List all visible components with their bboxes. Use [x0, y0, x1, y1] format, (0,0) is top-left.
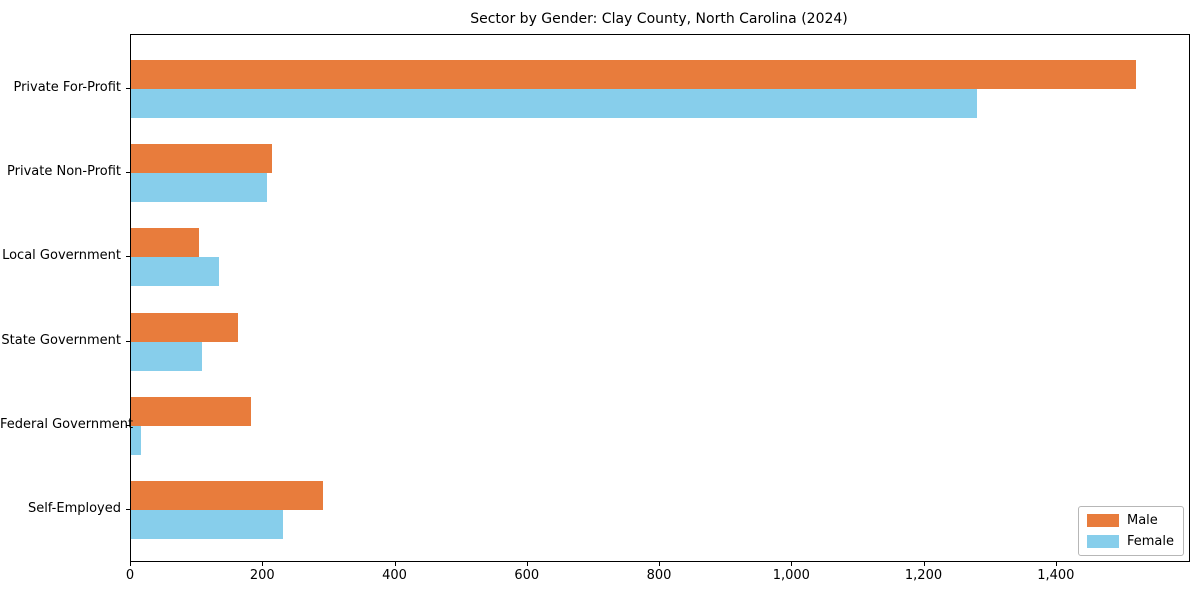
x-tick-200 [262, 562, 264, 566]
x-tick-1000 [791, 562, 793, 566]
x-tick-0 [130, 562, 131, 566]
bar-female-local-government [131, 257, 219, 287]
x-axis-label-200: 200 [249, 568, 275, 583]
y-tick-self-employed [126, 509, 130, 510]
bar-male-self-employed [131, 481, 323, 510]
bar-male-local-government [131, 228, 200, 258]
y-axis-label-private-non-profit: Private Non-Profit [7, 164, 121, 180]
bar-male-federal-government [131, 396, 251, 426]
x-tick-1200 [923, 562, 925, 566]
male-series-swatch [1086, 514, 1119, 527]
x-axis-label-1400: 1,400 [1037, 568, 1075, 583]
x-tick-400 [394, 562, 396, 566]
x-tick-1400 [1055, 562, 1057, 566]
x-axis-label-1200: 1,200 [904, 568, 943, 583]
y-tick-local-government [126, 256, 130, 258]
y-tick-private-non-profit [126, 172, 130, 174]
y-tick-private-for-profit [126, 88, 130, 89]
x-tick-600 [526, 562, 528, 566]
legend-label-female: Female [1126, 534, 1174, 549]
y-axis-label-state-government: State Government [1, 332, 121, 348]
bar-male-private-non-profit [131, 144, 272, 174]
y-tick-state-government [126, 340, 130, 342]
bar-female-self-employed [131, 510, 284, 539]
legend-item-male: Male [1086, 513, 1174, 528]
chart-title: Sector by Gender: Clay County, North Car… [470, 11, 848, 27]
bar-female-private-non-profit [131, 173, 267, 203]
plot-area: Male Female [130, 34, 1190, 562]
legend-label-male: Male [1126, 513, 1158, 528]
y-tick-federal-government [126, 424, 130, 426]
x-axis-label-800: 800 [646, 568, 672, 583]
x-axis-label-400: 400 [382, 568, 407, 583]
y-axis-label-self-employed: Self-Employed [27, 501, 121, 516]
y-axis-label-private-for-profit: Private For-Profit [13, 80, 121, 95]
bar-male-private-for-profit [131, 60, 1137, 89]
legend-item-female: Female [1086, 534, 1174, 549]
x-axis-label-600: 600 [514, 568, 540, 583]
bar-male-state-government [131, 312, 239, 342]
bar-female-state-government [131, 341, 203, 371]
y-axis-label-local-government: Local Government [2, 248, 121, 264]
legend: Male Female [1077, 506, 1184, 556]
y-axis-label-federal-government: Federal Government [0, 416, 134, 432]
x-axis-label-0: 0 [125, 568, 135, 583]
bar-female-federal-government [131, 425, 141, 455]
female-series-swatch [1086, 535, 1119, 548]
x-tick-800 [659, 562, 660, 566]
x-axis-label-1000: 1,000 [772, 568, 810, 583]
bar-female-private-for-profit [131, 89, 978, 118]
